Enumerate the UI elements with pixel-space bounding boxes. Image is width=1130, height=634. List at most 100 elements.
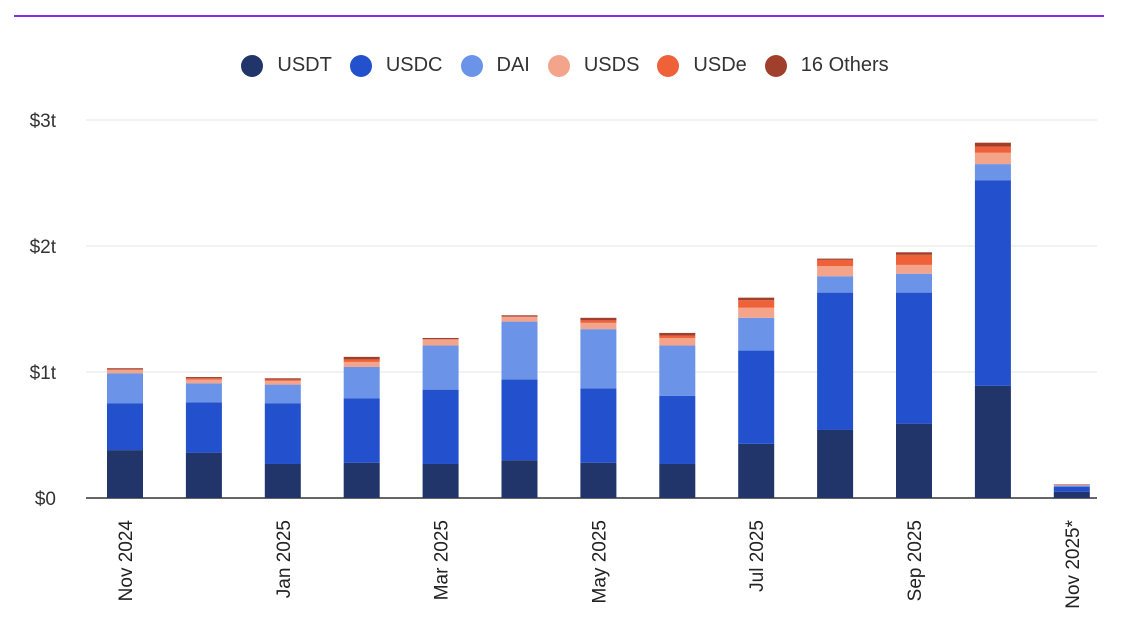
x-tick-label: May 2025 [589, 520, 610, 603]
bar-segment-usde[interactable] [343, 359, 380, 362]
chart-legend: USDT USDC DAI USDS USDe 16 Others [0, 54, 1130, 77]
bar-segment-usds[interactable] [659, 337, 696, 346]
bar-segment-usdc[interactable] [264, 403, 301, 464]
bar-segment-usdt[interactable] [343, 462, 380, 498]
bar-segment-usdc[interactable] [659, 395, 696, 464]
bar-segment-usdc[interactable] [501, 379, 538, 461]
bar-segment-usde[interactable] [185, 378, 222, 380]
bar-segment-usde[interactable] [580, 320, 617, 323]
bar-segment-usde[interactable] [264, 379, 301, 381]
bar-segment-usdc[interactable] [422, 389, 459, 464]
bar-segment-dai[interactable] [422, 345, 459, 390]
bar-segment-dai[interactable] [185, 383, 222, 403]
bar-segment-usdt[interactable] [738, 443, 775, 498]
bar-segment-usds[interactable] [974, 152, 1011, 165]
bar-segment-usdc[interactable] [185, 402, 222, 453]
legend-item-usde[interactable]: USDe [657, 54, 747, 77]
bar-segment-dai[interactable] [896, 273, 932, 293]
bar-segment-usde[interactable] [974, 146, 1011, 153]
legend-item-dai[interactable]: DAI [460, 54, 530, 77]
x-tick-label: Mar 2025 [432, 520, 453, 600]
bar-segment-usds[interactable] [422, 339, 459, 346]
bar-segment-dai[interactable] [1053, 485, 1090, 487]
legend-item-usdt[interactable]: USDT [241, 54, 332, 77]
bar-segment-usds[interactable] [501, 316, 538, 322]
bar-segment-16-others[interactable] [580, 317, 617, 321]
bar-segment-usdt[interactable] [501, 460, 538, 498]
bar-segment-16-others[interactable] [817, 258, 854, 260]
bar-segment-usdc[interactable] [580, 388, 617, 463]
bar-segment-usdc[interactable] [343, 398, 380, 463]
bar-segment-usdt[interactable] [580, 462, 617, 498]
bar-segment-usds[interactable] [896, 264, 932, 274]
bar-segment-usds[interactable] [343, 361, 380, 367]
legend-label: USDe [693, 54, 747, 76]
bar-segment-16-others[interactable] [422, 337, 459, 340]
bar-segment-usdc[interactable] [974, 180, 1011, 386]
legend-item-usdc[interactable]: USDC [349, 54, 443, 77]
bar-segment-16-others[interactable] [659, 332, 696, 336]
bar-segment-dai[interactable] [580, 329, 617, 389]
x-tick-label: Nov 2024 [116, 520, 137, 602]
top-accent-rule [14, 15, 1104, 17]
bar-segment-usdt[interactable] [107, 450, 143, 498]
bar-segment-usdt[interactable] [422, 463, 459, 498]
bar-segment-usde[interactable] [659, 335, 696, 338]
bar-segment-dai[interactable] [343, 366, 380, 399]
bar-segment-dai[interactable] [107, 373, 143, 404]
bar-segment-usde[interactable] [896, 254, 932, 265]
legend-label: USDC [385, 54, 443, 76]
bar-segment-dai[interactable] [264, 384, 301, 404]
bar-segment-16-others[interactable] [343, 356, 380, 360]
bar-segment-usds[interactable] [264, 380, 301, 385]
legend-swatch [241, 54, 264, 77]
legend-label: 16 Others [800, 54, 889, 76]
bar-segment-usds[interactable] [1053, 484, 1090, 486]
bar-segment-usdc[interactable] [896, 292, 932, 424]
bar-segment-16-others[interactable] [974, 142, 1011, 147]
bar-segment-16-others[interactable] [738, 297, 775, 301]
bar-segment-16-others[interactable] [107, 368, 143, 370]
bar-segment-usdt[interactable] [1053, 491, 1090, 498]
y-tick-label: $2t [30, 237, 57, 258]
bar-segment-usdt[interactable] [974, 385, 1011, 498]
bar-segment-usdc[interactable] [107, 403, 143, 451]
x-tick-label: Sep 2025 [905, 520, 926, 601]
legend-swatch [547, 54, 570, 77]
bar-segment-usdt[interactable] [817, 429, 854, 498]
legend-label: DAI [496, 54, 530, 76]
bar-segment-usdt[interactable] [659, 463, 696, 498]
bar-segment-usds[interactable] [185, 379, 222, 384]
bar-segment-usds[interactable] [580, 322, 617, 330]
legend-item-16-others[interactable]: 16 Others [764, 54, 889, 77]
bar-segment-16-others[interactable] [264, 378, 301, 380]
x-tick-label: Nov 2025* [1063, 519, 1084, 608]
bar-segment-usds[interactable] [817, 266, 854, 277]
bar-segment-dai[interactable] [501, 321, 538, 380]
bar-segment-dai[interactable] [817, 276, 854, 293]
legend-swatch [657, 54, 680, 77]
x-tick-label: Jan 2025 [274, 520, 295, 598]
bar-segment-usdt[interactable] [264, 463, 301, 498]
legend-swatch [460, 54, 483, 77]
bar-segment-dai[interactable] [974, 164, 1011, 181]
bar-segment-usde[interactable] [738, 300, 775, 308]
legend-swatch [349, 54, 372, 77]
legend-item-usds[interactable]: USDS [547, 54, 639, 77]
x-tick-label: Jul 2025 [747, 520, 768, 592]
bar-segment-usdc[interactable] [1053, 486, 1090, 492]
bar-segment-16-others[interactable] [896, 252, 932, 255]
bar-segment-dai[interactable] [738, 317, 775, 351]
bar-segment-usds[interactable] [107, 369, 143, 374]
bar-segment-usde[interactable] [817, 259, 854, 267]
bar-segment-usdt[interactable] [896, 423, 932, 498]
legend-swatch [764, 54, 787, 77]
bar-segment-16-others[interactable] [501, 315, 538, 317]
bar-segment-16-others[interactable] [185, 377, 222, 379]
bar-segment-dai[interactable] [659, 345, 696, 396]
bar-segment-usdt[interactable] [185, 452, 222, 498]
bar-segment-usdc[interactable] [738, 350, 775, 444]
bar-segment-usdc[interactable] [817, 292, 854, 430]
bar-segment-usds[interactable] [738, 307, 775, 318]
